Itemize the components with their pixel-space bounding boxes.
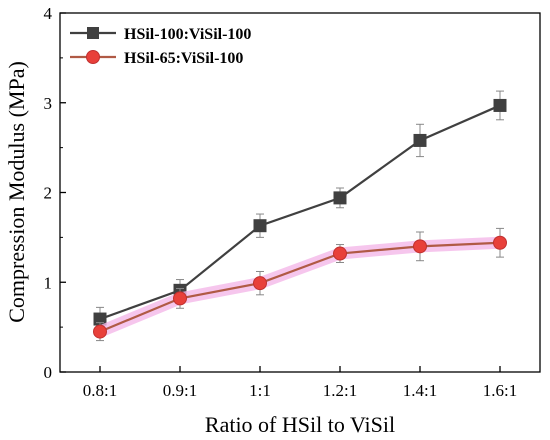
series-0-point-3 <box>333 191 347 205</box>
tick-layer: 0 1 2 3 4 0.8:1 0.9:1 1:1 1.2:1 1.4:1 1.6:1 <box>44 4 518 400</box>
legend-marker-1 <box>86 50 100 64</box>
x-tick-label-2: 1:1 <box>249 381 271 400</box>
y-tick-label-4: 4 <box>44 4 53 23</box>
series-0-point-5 <box>493 98 507 112</box>
x-tick-label-5: 1.6:1 <box>483 381 517 400</box>
series-layer <box>93 90 507 342</box>
series-1-point-3 <box>333 246 347 261</box>
legend-marker-0 <box>87 27 99 39</box>
y-tick-label-2: 2 <box>44 184 53 203</box>
x-tick-label-1: 0.9:1 <box>163 381 197 400</box>
y-axis-title: Compression Modulus (MPa) <box>4 61 29 323</box>
legend: HSil-100:ViSil-100 HSil-65:ViSil-100 <box>70 26 251 67</box>
x-axis-title: Ratio of HSil to ViSil <box>205 412 395 437</box>
y-tick-label-1: 1 <box>44 273 53 292</box>
x-tick-label-0: 0.8:1 <box>83 381 117 400</box>
series-1 <box>93 227 507 342</box>
series-1-point-0 <box>93 324 107 339</box>
series-0-point-4 <box>413 133 427 147</box>
x-tick-label-3: 1.2:1 <box>323 381 357 400</box>
y-tick-label-0: 0 <box>44 363 53 382</box>
series-0 <box>93 90 507 332</box>
series-1-point-2 <box>253 276 267 291</box>
series-0-point-2 <box>253 219 267 233</box>
legend-label-1: HSil-65:ViSil-100 <box>124 50 243 67</box>
legend-label-0: HSil-100:ViSil-100 <box>124 26 251 43</box>
y-tick-label-3: 3 <box>44 94 53 113</box>
series-1-band <box>94 236 506 338</box>
series-1-point-4 <box>413 239 427 254</box>
series-1-point-5 <box>493 235 507 250</box>
x-tick-label-4: 1.4:1 <box>403 381 437 400</box>
series-0-line <box>99 104 501 321</box>
series-1-line <box>99 241 501 333</box>
series-1-point-1 <box>173 291 187 306</box>
